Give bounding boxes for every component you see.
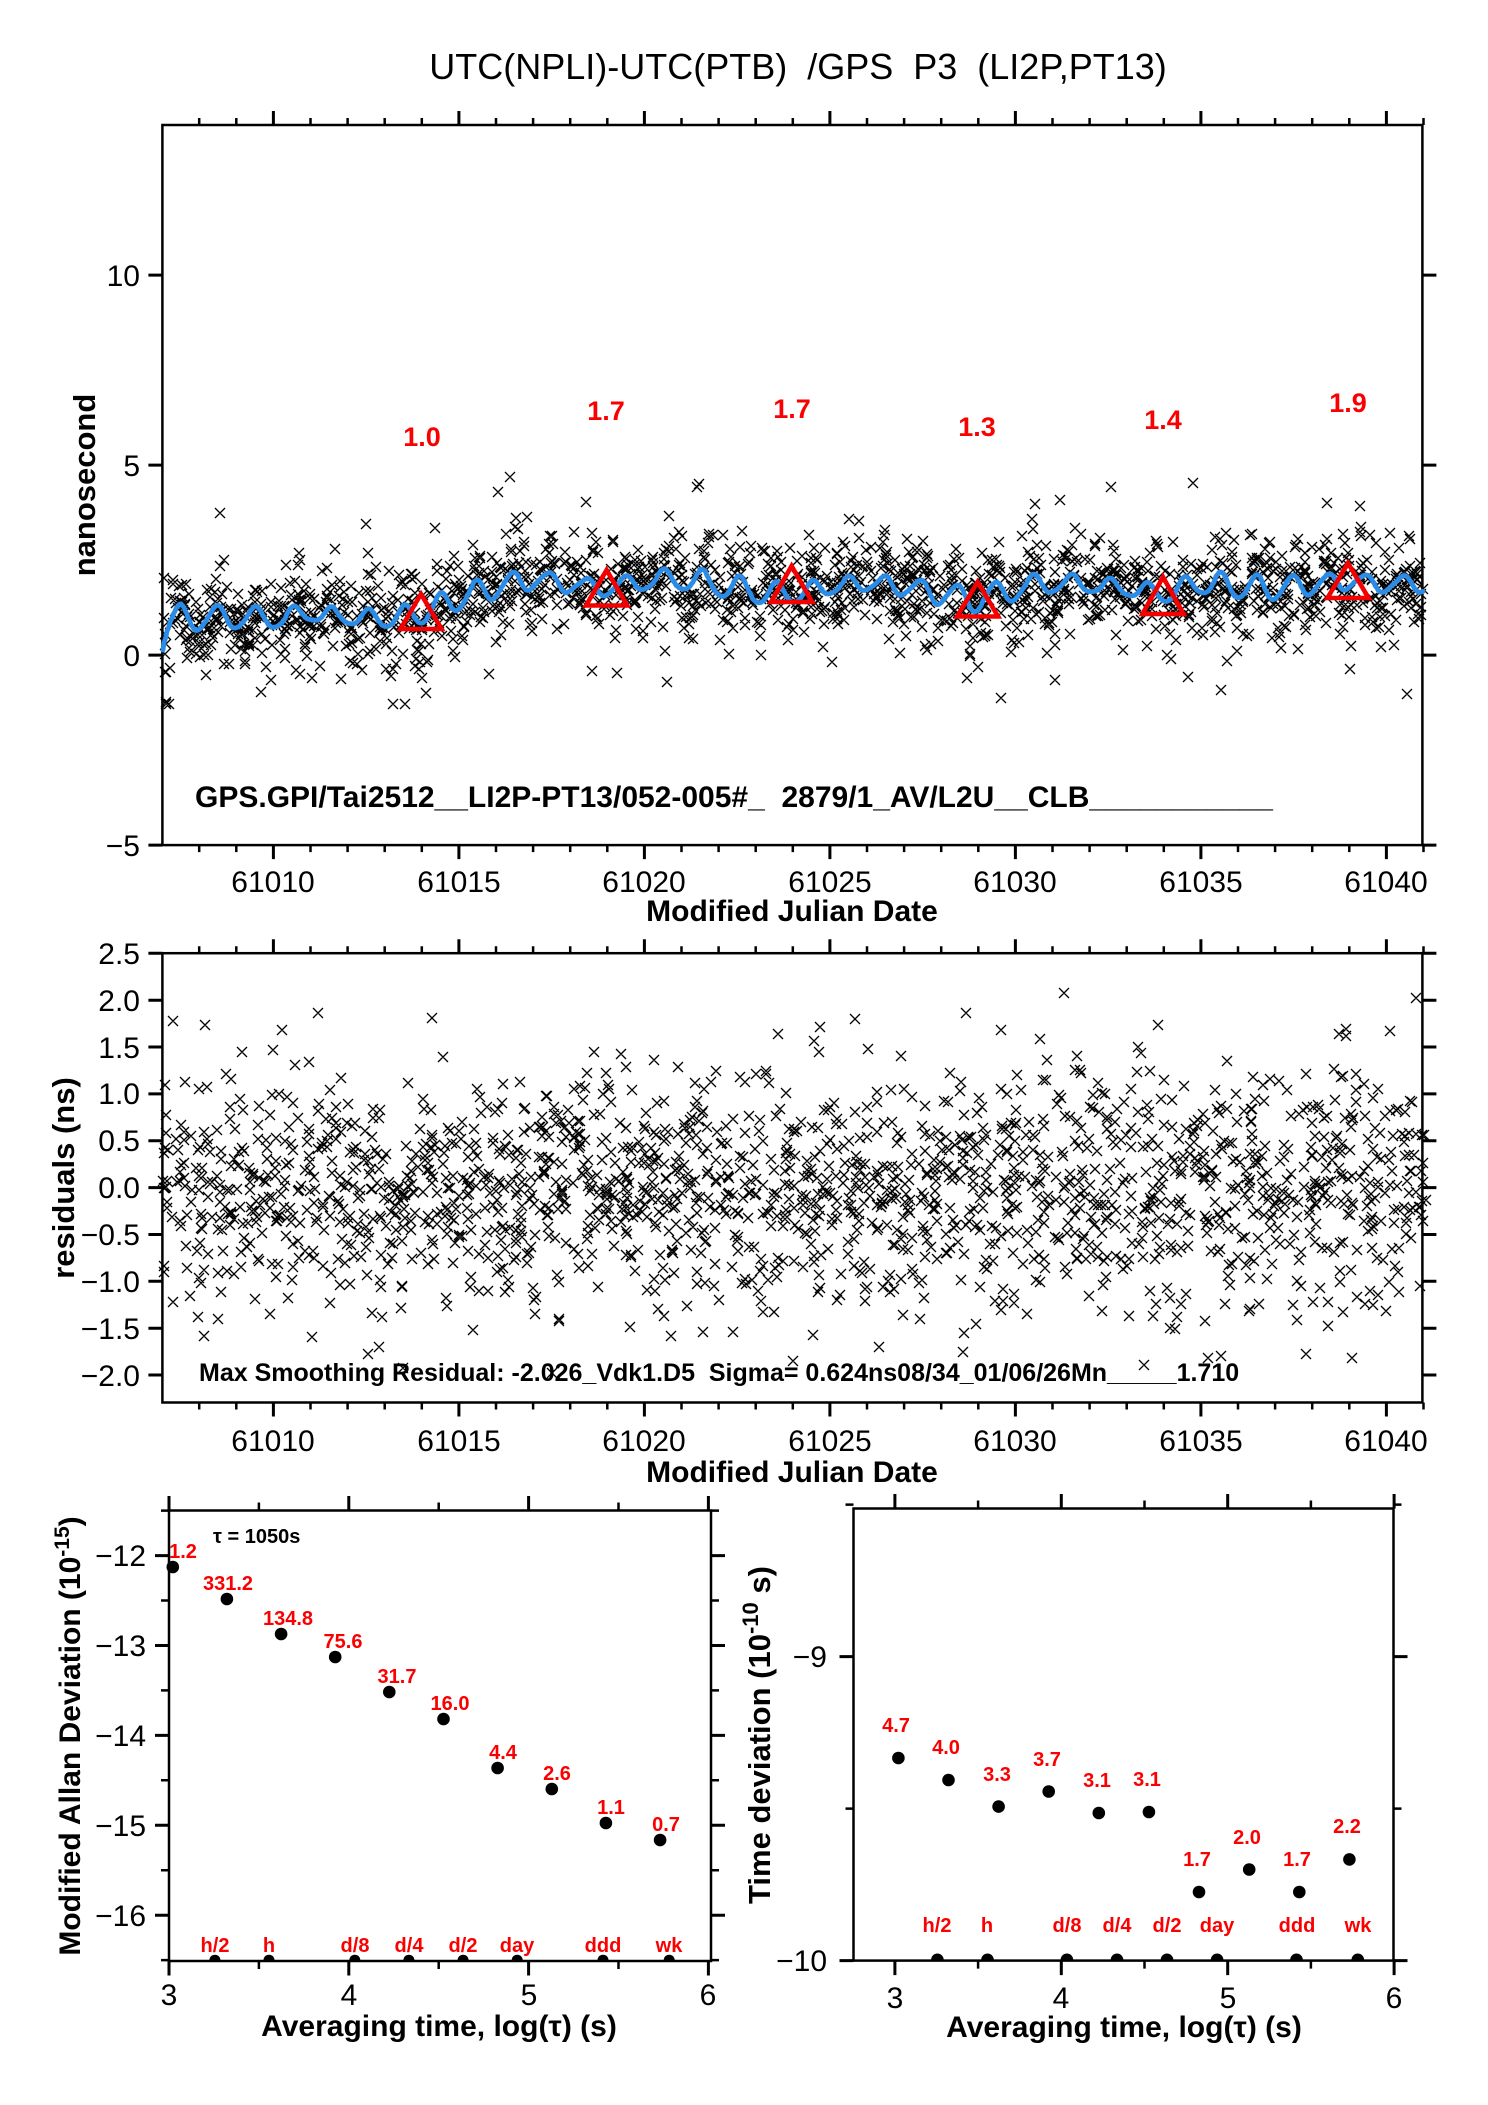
svg-text:5: 5: [123, 450, 140, 483]
svg-text:4.4: 4.4: [489, 1742, 518, 1764]
svg-text:day: day: [500, 1935, 535, 1957]
svg-text:4.0: 4.0: [932, 1737, 960, 1759]
svg-text:61025: 61025: [788, 866, 871, 899]
svg-text:0.0: 0.0: [98, 1172, 140, 1205]
svg-text:τ = 1050s: τ = 1050s: [213, 1526, 300, 1548]
svg-text:nanosecond: nanosecond: [67, 394, 102, 577]
svg-text:2.2: 2.2: [1333, 1816, 1361, 1838]
svg-text:16.0: 16.0: [431, 1693, 470, 1715]
svg-text:3: 3: [161, 1979, 178, 2012]
svg-text:1.0: 1.0: [403, 422, 441, 452]
svg-text:6: 6: [1386, 1982, 1403, 2015]
svg-text:−13: −13: [95, 1630, 146, 1663]
svg-text:−16: −16: [95, 1900, 146, 1933]
svg-text:61015: 61015: [417, 1425, 500, 1458]
svg-text:10: 10: [107, 260, 140, 293]
svg-text:61040: 61040: [1344, 866, 1427, 899]
svg-text:2.0: 2.0: [98, 985, 140, 1018]
svg-text:4: 4: [341, 1979, 358, 2012]
svg-text:−9: −9: [793, 1641, 827, 1674]
svg-text:61040: 61040: [1344, 1425, 1427, 1458]
svg-text:61015: 61015: [417, 866, 500, 899]
svg-text:residuals (ns): residuals (ns): [46, 1077, 81, 1279]
svg-text:3.7: 3.7: [1033, 1749, 1061, 1771]
svg-text:61035: 61035: [1159, 866, 1242, 899]
svg-text:3.3: 3.3: [983, 1764, 1011, 1786]
svg-text:day: day: [1200, 1915, 1235, 1937]
svg-text:h: h: [981, 1915, 993, 1937]
svg-text:h: h: [263, 1935, 275, 1957]
svg-text:−1.0: −1.0: [81, 1266, 140, 1299]
svg-text:−5: −5: [106, 830, 140, 863]
svg-text:1.4: 1.4: [1144, 405, 1182, 435]
svg-text:Averaging time, log(τ) (s): Averaging time, log(τ) (s): [946, 2011, 1302, 2044]
svg-text:Modified Julian Date: Modified Julian Date: [646, 1456, 938, 1489]
svg-text:−1.5: −1.5: [81, 1313, 140, 1346]
svg-text:d/2: d/2: [1153, 1915, 1182, 1937]
svg-text:6: 6: [700, 1979, 717, 2012]
svg-text:ddd: ddd: [1279, 1915, 1316, 1937]
svg-text:ddd: ddd: [585, 1935, 622, 1957]
svg-text:−14: −14: [95, 1720, 146, 1753]
svg-text:d/2: d/2: [449, 1935, 478, 1957]
svg-text:61020: 61020: [602, 866, 685, 899]
svg-text:3.1: 3.1: [1133, 1769, 1161, 1791]
svg-text:Averaging time, log(τ) (s): Averaging time, log(τ) (s): [261, 2010, 617, 2043]
svg-text:0.7: 0.7: [652, 1814, 680, 1836]
svg-text:−15: −15: [95, 1810, 146, 1843]
svg-text:134.8: 134.8: [263, 1608, 313, 1630]
svg-text:5: 5: [521, 1979, 538, 2012]
svg-text:61010: 61010: [231, 866, 314, 899]
svg-text:−0.5: −0.5: [81, 1219, 140, 1252]
svg-text:1.5: 1.5: [98, 1032, 140, 1065]
svg-text:d/8: d/8: [1053, 1915, 1082, 1937]
svg-text:0.5: 0.5: [98, 1125, 140, 1158]
svg-text:UTC(NPLI)-UTC(PTB) /GPS P3: UTC(NPLI)-UTC(PTB) /GPS P3 (LI2P,PT13): [429, 46, 1166, 87]
svg-text:−2.0: −2.0: [81, 1360, 140, 1393]
svg-text:1.0: 1.0: [98, 1078, 140, 1111]
svg-text:0: 0: [123, 640, 140, 673]
svg-text:h/2: h/2: [923, 1915, 952, 1937]
svg-text:d/8: d/8: [341, 1935, 370, 1957]
svg-text:wk: wk: [655, 1935, 684, 1957]
svg-text:5: 5: [1220, 1982, 1237, 2015]
svg-text:1.9: 1.9: [1329, 388, 1367, 418]
svg-text:−10: −10: [776, 1945, 827, 1978]
svg-text:61030: 61030: [973, 866, 1056, 899]
svg-text:2.5: 2.5: [98, 938, 140, 971]
svg-text:61030: 61030: [973, 1425, 1056, 1458]
svg-text:d/4: d/4: [395, 1935, 425, 1957]
svg-text:1.7: 1.7: [587, 396, 625, 426]
svg-text:1.1: 1.1: [597, 1797, 625, 1819]
svg-text:61010: 61010: [231, 1425, 314, 1458]
svg-text:61035: 61035: [1159, 1425, 1242, 1458]
svg-text:h/2: h/2: [201, 1935, 230, 1957]
svg-text:61025: 61025: [788, 1425, 871, 1458]
svg-text:331.2: 331.2: [203, 1573, 253, 1595]
svg-text:1.7: 1.7: [773, 394, 811, 424]
svg-text:Max Smoothing Residual: -2.026: Max Smoothing Residual: -2.026_Vdk1.D5 S…: [199, 1359, 1239, 1387]
svg-text:3.1: 3.1: [1083, 1770, 1111, 1792]
svg-text:1.3: 1.3: [958, 412, 996, 442]
svg-text:d/4: d/4: [1103, 1915, 1133, 1937]
svg-text:4: 4: [1053, 1982, 1070, 2015]
svg-text:2.6: 2.6: [543, 1763, 571, 1785]
svg-text:1.2: 1.2: [169, 1541, 197, 1563]
svg-text:4.7: 4.7: [882, 1715, 910, 1737]
svg-text:−12: −12: [95, 1540, 146, 1573]
svg-text:GPS.GPI/Tai2512__LI2P-PT13/052: GPS.GPI/Tai2512__LI2P-PT13/052-005#_ 287…: [195, 781, 1273, 814]
svg-text:Modified Julian Date: Modified Julian Date: [646, 895, 938, 928]
svg-text:61020: 61020: [602, 1425, 685, 1458]
svg-text:3: 3: [887, 1982, 904, 2015]
svg-text:1.7: 1.7: [1283, 1849, 1311, 1871]
svg-text:2.0: 2.0: [1233, 1827, 1261, 1849]
svg-text:31.7: 31.7: [378, 1666, 417, 1688]
svg-text:Modified Allan Deviation (10-1: Modified Allan Deviation (10-15): [51, 1516, 87, 1955]
svg-text:75.6: 75.6: [324, 1631, 363, 1653]
svg-text:wk: wk: [1344, 1915, 1373, 1937]
svg-text:1.7: 1.7: [1183, 1849, 1211, 1871]
